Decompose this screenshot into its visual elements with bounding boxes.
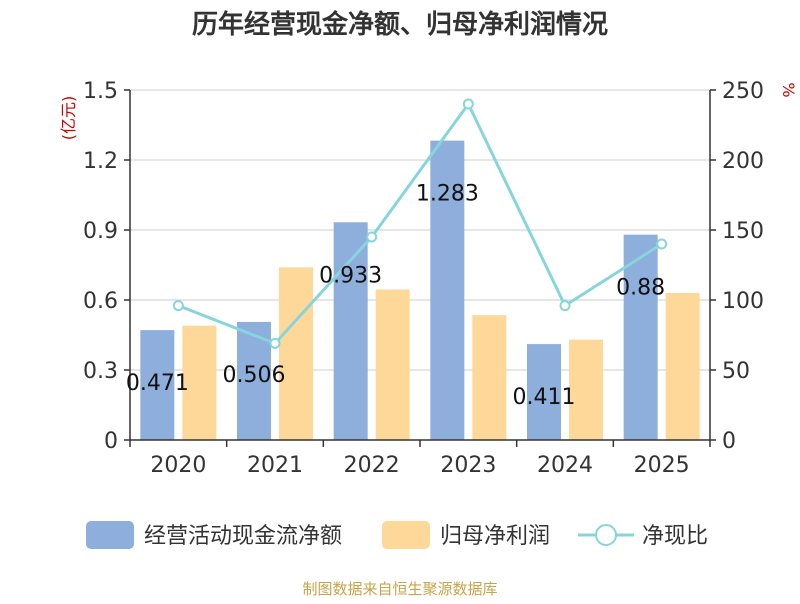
x-tick-label: 2024 <box>537 453 593 478</box>
ratio-point <box>269 337 281 349</box>
chart-title: 历年经营现金净额、归母净利润情况 <box>192 9 608 40</box>
ratio-point <box>462 98 474 110</box>
y-left-tick-label: 0 <box>104 429 118 454</box>
y-right-tick-label: 50 <box>722 359 750 384</box>
bar-net-profit <box>665 293 700 440</box>
data-label: 0.411 <box>513 385 576 410</box>
y-right-unit: % <box>779 82 798 97</box>
y-right-tick-label: 150 <box>722 219 764 244</box>
ratio-point <box>366 231 378 243</box>
data-label: 0.88 <box>616 276 665 301</box>
bar-net-profit <box>279 267 313 440</box>
ratio-line <box>172 98 668 349</box>
data-label: 0.471 <box>126 371 189 396</box>
axes: 0 0.3 0.6 0.9 1.2 1.5 0 50 100 150 200 250 2020 2021 2… <box>83 79 764 478</box>
bar-cash-flow <box>623 234 658 440</box>
legend-swatch-net-profit <box>382 521 430 549</box>
x-tick-label: 2022 <box>344 453 400 478</box>
ratio-point <box>559 300 571 312</box>
bar-cash-flow <box>140 330 175 440</box>
y-right-tick-label: 200 <box>722 149 764 174</box>
y-left-tick-label: 1.5 <box>83 79 118 104</box>
legend-label-net-profit: 归母净利润 <box>440 524 550 549</box>
x-tick-label: 2023 <box>440 453 496 478</box>
y-left-tick-label: 0.6 <box>83 289 118 314</box>
source-note: 制图数据来自恒生聚源数据库 <box>302 580 497 598</box>
ratio-point <box>172 300 184 312</box>
x-tick-label: 2021 <box>247 453 303 478</box>
y-right-tick-label: 100 <box>722 289 764 314</box>
bar-cash-flow <box>237 321 271 440</box>
data-label: 0.933 <box>319 263 382 288</box>
bar-cash-flow <box>430 140 465 440</box>
legend-label-cash-flow: 经营活动现金流净额 <box>144 524 342 549</box>
legend: 经营活动现金流净额 归母净利润 净现比 <box>86 521 708 549</box>
y-left-tick-label: 0.3 <box>83 359 118 384</box>
x-tick-label: 2020 <box>150 453 206 478</box>
data-label: 0.506 <box>223 363 286 388</box>
y-left-tick-label: 0.9 <box>83 219 118 244</box>
y-right-tick-label: 250 <box>722 79 764 104</box>
bars <box>140 140 700 440</box>
ratio-line-path <box>177 101 663 346</box>
y-left-unit: (亿元) <box>59 96 78 141</box>
legend-label-ratio: 净现比 <box>642 524 708 549</box>
bar-cash-flow <box>333 222 368 440</box>
bar-net-profit <box>569 339 603 440</box>
bar-cash-flow <box>527 344 561 440</box>
y-right-tick-label: 0 <box>722 429 736 454</box>
bar-net-profit <box>182 325 217 440</box>
x-tick-label: 2025 <box>634 453 690 478</box>
data-labels: 0.471 0.506 0.933 1.283 0.411 0.88 <box>126 182 665 410</box>
bar-net-profit <box>375 289 410 440</box>
ratio-point <box>656 238 668 250</box>
gridlines <box>130 89 710 371</box>
legend-swatch-cash-flow <box>86 521 134 549</box>
legend-marker-ratio <box>595 524 617 546</box>
data-label: 1.283 <box>416 182 479 207</box>
bar-net-profit <box>472 315 507 440</box>
y-left-tick-label: 1.2 <box>83 149 118 174</box>
